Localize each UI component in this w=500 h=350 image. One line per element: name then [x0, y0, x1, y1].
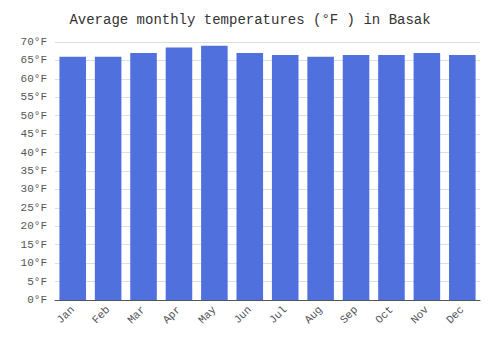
- svg-text:Apr: Apr: [161, 304, 183, 326]
- svg-text:35°F: 35°F: [21, 165, 47, 177]
- svg-text:May: May: [196, 303, 219, 326]
- svg-text:55°F: 55°F: [21, 91, 47, 103]
- svg-text:Jul: Jul: [267, 304, 289, 326]
- svg-text:15°F: 15°F: [21, 239, 47, 251]
- svg-text:Mar: Mar: [125, 304, 147, 326]
- svg-text:Nov: Nov: [409, 303, 432, 326]
- svg-text:65°F: 65°F: [21, 54, 47, 66]
- svg-text:Aug: Aug: [302, 304, 324, 326]
- svg-text:Feb: Feb: [90, 304, 112, 326]
- svg-text:60°F: 60°F: [21, 73, 47, 85]
- svg-text:45°F: 45°F: [21, 128, 47, 140]
- svg-text:Sep: Sep: [338, 304, 360, 326]
- svg-text:5°F: 5°F: [27, 276, 47, 288]
- svg-text:20°F: 20°F: [21, 220, 47, 232]
- svg-text:50°F: 50°F: [21, 110, 47, 122]
- svg-text:0°F: 0°F: [27, 294, 47, 306]
- svg-text:70°F: 70°F: [21, 36, 47, 48]
- svg-text:Average monthly temperatures (: Average monthly temperatures (°F ) in Ba…: [69, 12, 430, 28]
- svg-text:Oct: Oct: [373, 304, 395, 326]
- svg-text:40°F: 40°F: [21, 147, 47, 159]
- svg-text:Jan: Jan: [54, 304, 76, 326]
- svg-text:30°F: 30°F: [21, 183, 47, 195]
- svg-text:Jun: Jun: [232, 304, 254, 326]
- svg-text:10°F: 10°F: [21, 257, 47, 269]
- svg-text:25°F: 25°F: [21, 202, 47, 214]
- svg-text:Dec: Dec: [444, 304, 466, 326]
